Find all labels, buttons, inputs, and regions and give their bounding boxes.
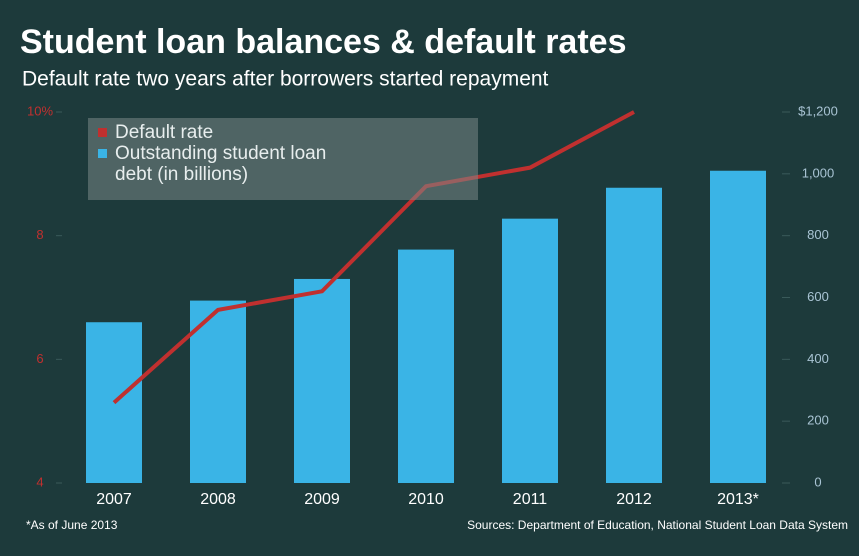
legend-item: Outstanding student loan debt (in billio… <box>98 143 468 185</box>
bar <box>710 170 766 483</box>
x-tick-label: 2012 <box>616 491 652 508</box>
y2-tick-label: 400 <box>807 351 829 366</box>
line <box>112 110 635 405</box>
legend-item: Default rate <box>98 122 468 143</box>
y-tick-label: 4 <box>36 474 43 489</box>
x-tick-label: 2013* <box>717 491 759 508</box>
bar <box>190 300 246 483</box>
bar <box>606 187 662 483</box>
y2-tick-label: 0 <box>814 474 821 489</box>
x-tick-label: 2008 <box>200 491 236 508</box>
bar <box>398 249 454 483</box>
y-tick-label: 6 <box>36 351 43 366</box>
y2-tick-label: 1,000 <box>802 165 835 180</box>
y2-tick-label: $1,200 <box>798 103 838 118</box>
bar <box>294 278 350 483</box>
x-tick-label: 2009 <box>304 491 340 508</box>
y2-tick-label: 800 <box>807 227 829 242</box>
legend-swatch <box>98 149 107 158</box>
legend: Default rate Outstanding student loan deb… <box>88 118 478 200</box>
x-tick-label: 2011 <box>513 491 548 508</box>
bar <box>502 218 558 483</box>
source: Sources: Department of Education, Nation… <box>467 518 848 532</box>
chart-title: Student loan balances & default rates <box>20 23 626 61</box>
y2-tick-label: 600 <box>807 289 829 304</box>
footnote: *As of June 2013 <box>26 518 118 532</box>
y2-tick-label: 200 <box>807 413 829 428</box>
y-tick-label: 8 <box>36 227 43 242</box>
y-tick-label: 10% <box>27 103 53 118</box>
x-tick-label: 2010 <box>408 491 444 508</box>
legend-label: Default rate <box>115 122 214 143</box>
legend-label: Outstanding student loan debt (in billio… <box>115 143 327 185</box>
legend-swatch <box>98 128 107 137</box>
chart-subtitle: Default rate two years after borrowers s… <box>22 68 549 91</box>
x-tick-label: 2007 <box>96 491 132 508</box>
